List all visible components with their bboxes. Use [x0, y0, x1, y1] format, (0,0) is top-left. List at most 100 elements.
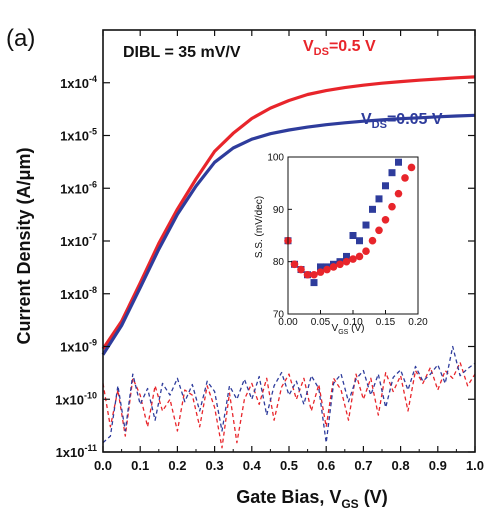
inset-x-tick-label: 0.00 [278, 317, 298, 328]
inset-point-square [356, 237, 363, 245]
main-x-tick-label: 0.6 [317, 458, 335, 473]
series-label-vds-005-name: V [361, 111, 372, 128]
inset-point-circle [355, 252, 364, 261]
main-y-tick-label: 1x10-8 [60, 285, 97, 302]
main-y-tick-label: 1x10-4 [60, 74, 97, 91]
main-y-tick-label-exp: -9 [89, 338, 97, 348]
inset-point-circle [310, 270, 318, 279]
inset-point-circle [297, 265, 305, 274]
main-series-line-0 [101, 75, 476, 350]
inset-chart: 0.00 0.05 0.10 0.15 0.20 70 80 90 100 S.S. (mV/d… [252, 146, 428, 338]
series-label-vds-005-sub: DS [372, 119, 387, 131]
inset-point-square [375, 195, 383, 203]
panel-label: (a) [6, 25, 35, 52]
main-y-tick-label-exp: -6 [89, 179, 97, 189]
inset-point-circle [375, 226, 383, 235]
inset-point-circle [349, 255, 357, 263]
inset-point-circle [388, 202, 396, 211]
main-x-tick-label: 0.8 [392, 458, 410, 473]
main-y-tick-label-base: 1x10 [55, 392, 84, 407]
inset-point-square [369, 205, 376, 213]
main-y-tick-label: 1x10-9 [60, 338, 97, 355]
main-x-tick-label: 0.4 [243, 458, 262, 473]
inset-point-circle [329, 263, 338, 271]
main-y-tick-label-exp: -10 [84, 390, 97, 400]
main-y-tick-label-base: 1x10 [56, 445, 85, 460]
main-series-line-2 [102, 361, 476, 449]
inset-point-circle [362, 247, 370, 255]
inset-point-square [349, 232, 357, 239]
inset-point-square [388, 169, 396, 177]
inset-point-circle [368, 236, 377, 245]
dibl-annotation: DIBL = 35 mV/V [123, 44, 241, 61]
series-label-vds-05: VDS=0.5 V [303, 38, 376, 58]
main-y-tick-label-exp: -4 [89, 74, 97, 84]
main-x-tick-label: 0.9 [429, 458, 447, 473]
inset-y-tick-label: 90 [273, 205, 285, 216]
main-series-line-1 [101, 113, 476, 356]
inset-x-tick-label: 0.10 [343, 317, 363, 328]
series-label-vds-05-value: =0.5 V [329, 38, 376, 55]
inset-x-tick-label: 0.05 [311, 317, 331, 328]
main-y-tick-label: 1x10-11 [56, 443, 97, 460]
inset-point-square [382, 182, 389, 190]
inset-y-tick-label: 70 [273, 310, 285, 321]
inset-point-square [343, 252, 350, 260]
inset-point-circle [336, 260, 344, 269]
main-x-tick-label: 1.0 [466, 458, 484, 473]
inset-point-circle [407, 163, 416, 172]
main-axis-ticks: 0.0 0.1 0.2 0.3 0.4 0.5 0.6 0.7 0.8 0.9 1.01x10-11… [55, 30, 484, 473]
series-label-vds-05-name: V [303, 38, 314, 55]
main-y-tick-label-exp: -8 [89, 285, 97, 295]
inset-x-axis-title-unit: (V) [348, 323, 364, 334]
main-y-axis-title: Current Density (A/μm) [14, 147, 34, 344]
main-y-tick-label: 1x10-6 [60, 179, 97, 196]
main-x-tick-label: 0.1 [131, 458, 149, 473]
main-x-tick-label: 0.3 [206, 458, 224, 473]
main-x-axis-title-text: Gate Bias, V [236, 487, 341, 507]
main-y-tick-label-exp: -11 [84, 443, 97, 453]
inset-x-axis-title: VGS (V) [332, 323, 365, 336]
inset-point-square [362, 221, 370, 229]
series-label-vds-005-value: =0.05 V [387, 111, 443, 128]
main-series-group [101, 75, 476, 449]
inset-axis-ticks: 0.00 0.05 0.10 0.15 0.20 70 80 90 100 [267, 153, 428, 329]
inset-x-tick-label: 0.20 [408, 317, 428, 328]
inset-point-circle [290, 260, 299, 269]
main-y-tick-label-base: 1x10 [60, 287, 89, 302]
series-label-vds-005: VDS=0.05 V [361, 111, 443, 131]
main-x-tick-label: 0.2 [168, 458, 186, 473]
inset-point-circle [303, 270, 312, 279]
inset-point-circle [316, 268, 325, 276]
main-x-axis-title-sub: GS [341, 497, 358, 511]
inset-point-circle [401, 174, 409, 182]
inset-point-circle [381, 216, 390, 224]
main-y-tick-label-base: 1x10 [60, 234, 89, 249]
inset-point-square [395, 158, 402, 166]
main-y-tick-label-exp: -7 [89, 232, 97, 242]
main-x-tick-label: 0.7 [354, 458, 372, 473]
main-y-tick-label-base: 1x10 [60, 181, 89, 196]
main-y-tick-label-base: 1x10 [60, 76, 89, 91]
main-x-tick-label: 0.0 [94, 458, 112, 473]
main-series-line-3 [102, 345, 476, 444]
main-y-tick-label-base: 1x10 [60, 129, 89, 144]
main-x-axis-title-unit: (V) [364, 487, 388, 507]
inset-series-group [284, 158, 416, 287]
inset-point-square [310, 279, 318, 287]
inset-x-axis-title-text: V [332, 323, 339, 334]
main-y-tick-label: 1x10-5 [60, 127, 97, 144]
inset-point-circle [342, 257, 351, 266]
main-y-tick-label: 1x10-10 [55, 390, 97, 407]
main-x-tick-label: 0.5 [280, 458, 298, 473]
inset-point-circle [394, 189, 403, 198]
inset-y-tick-label: 80 [273, 257, 285, 268]
series-label-vds-05-sub: DS [314, 46, 329, 58]
inset-y-axis-title: S.S. (mV/dec) [254, 196, 265, 258]
inset-background [252, 146, 428, 338]
main-x-axis-title: Gate Bias, VGS (V) [236, 487, 387, 511]
inset-x-axis-title-sub: GS [338, 329, 348, 336]
main-y-tick-label: 1x10-7 [60, 232, 97, 249]
main-y-tick-label-base: 1x10 [60, 340, 89, 355]
